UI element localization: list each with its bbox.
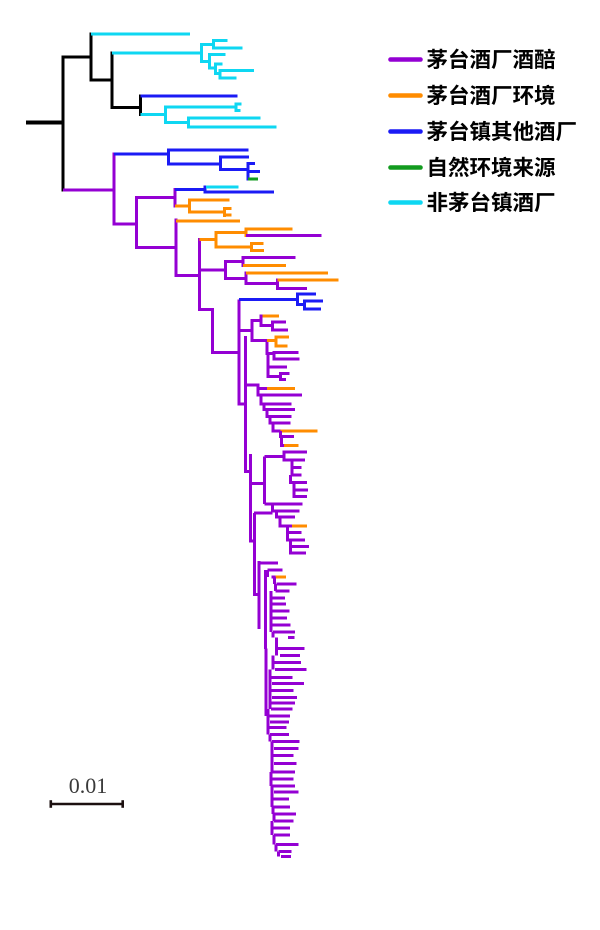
svg-text:0.01: 0.01 bbox=[69, 773, 108, 798]
